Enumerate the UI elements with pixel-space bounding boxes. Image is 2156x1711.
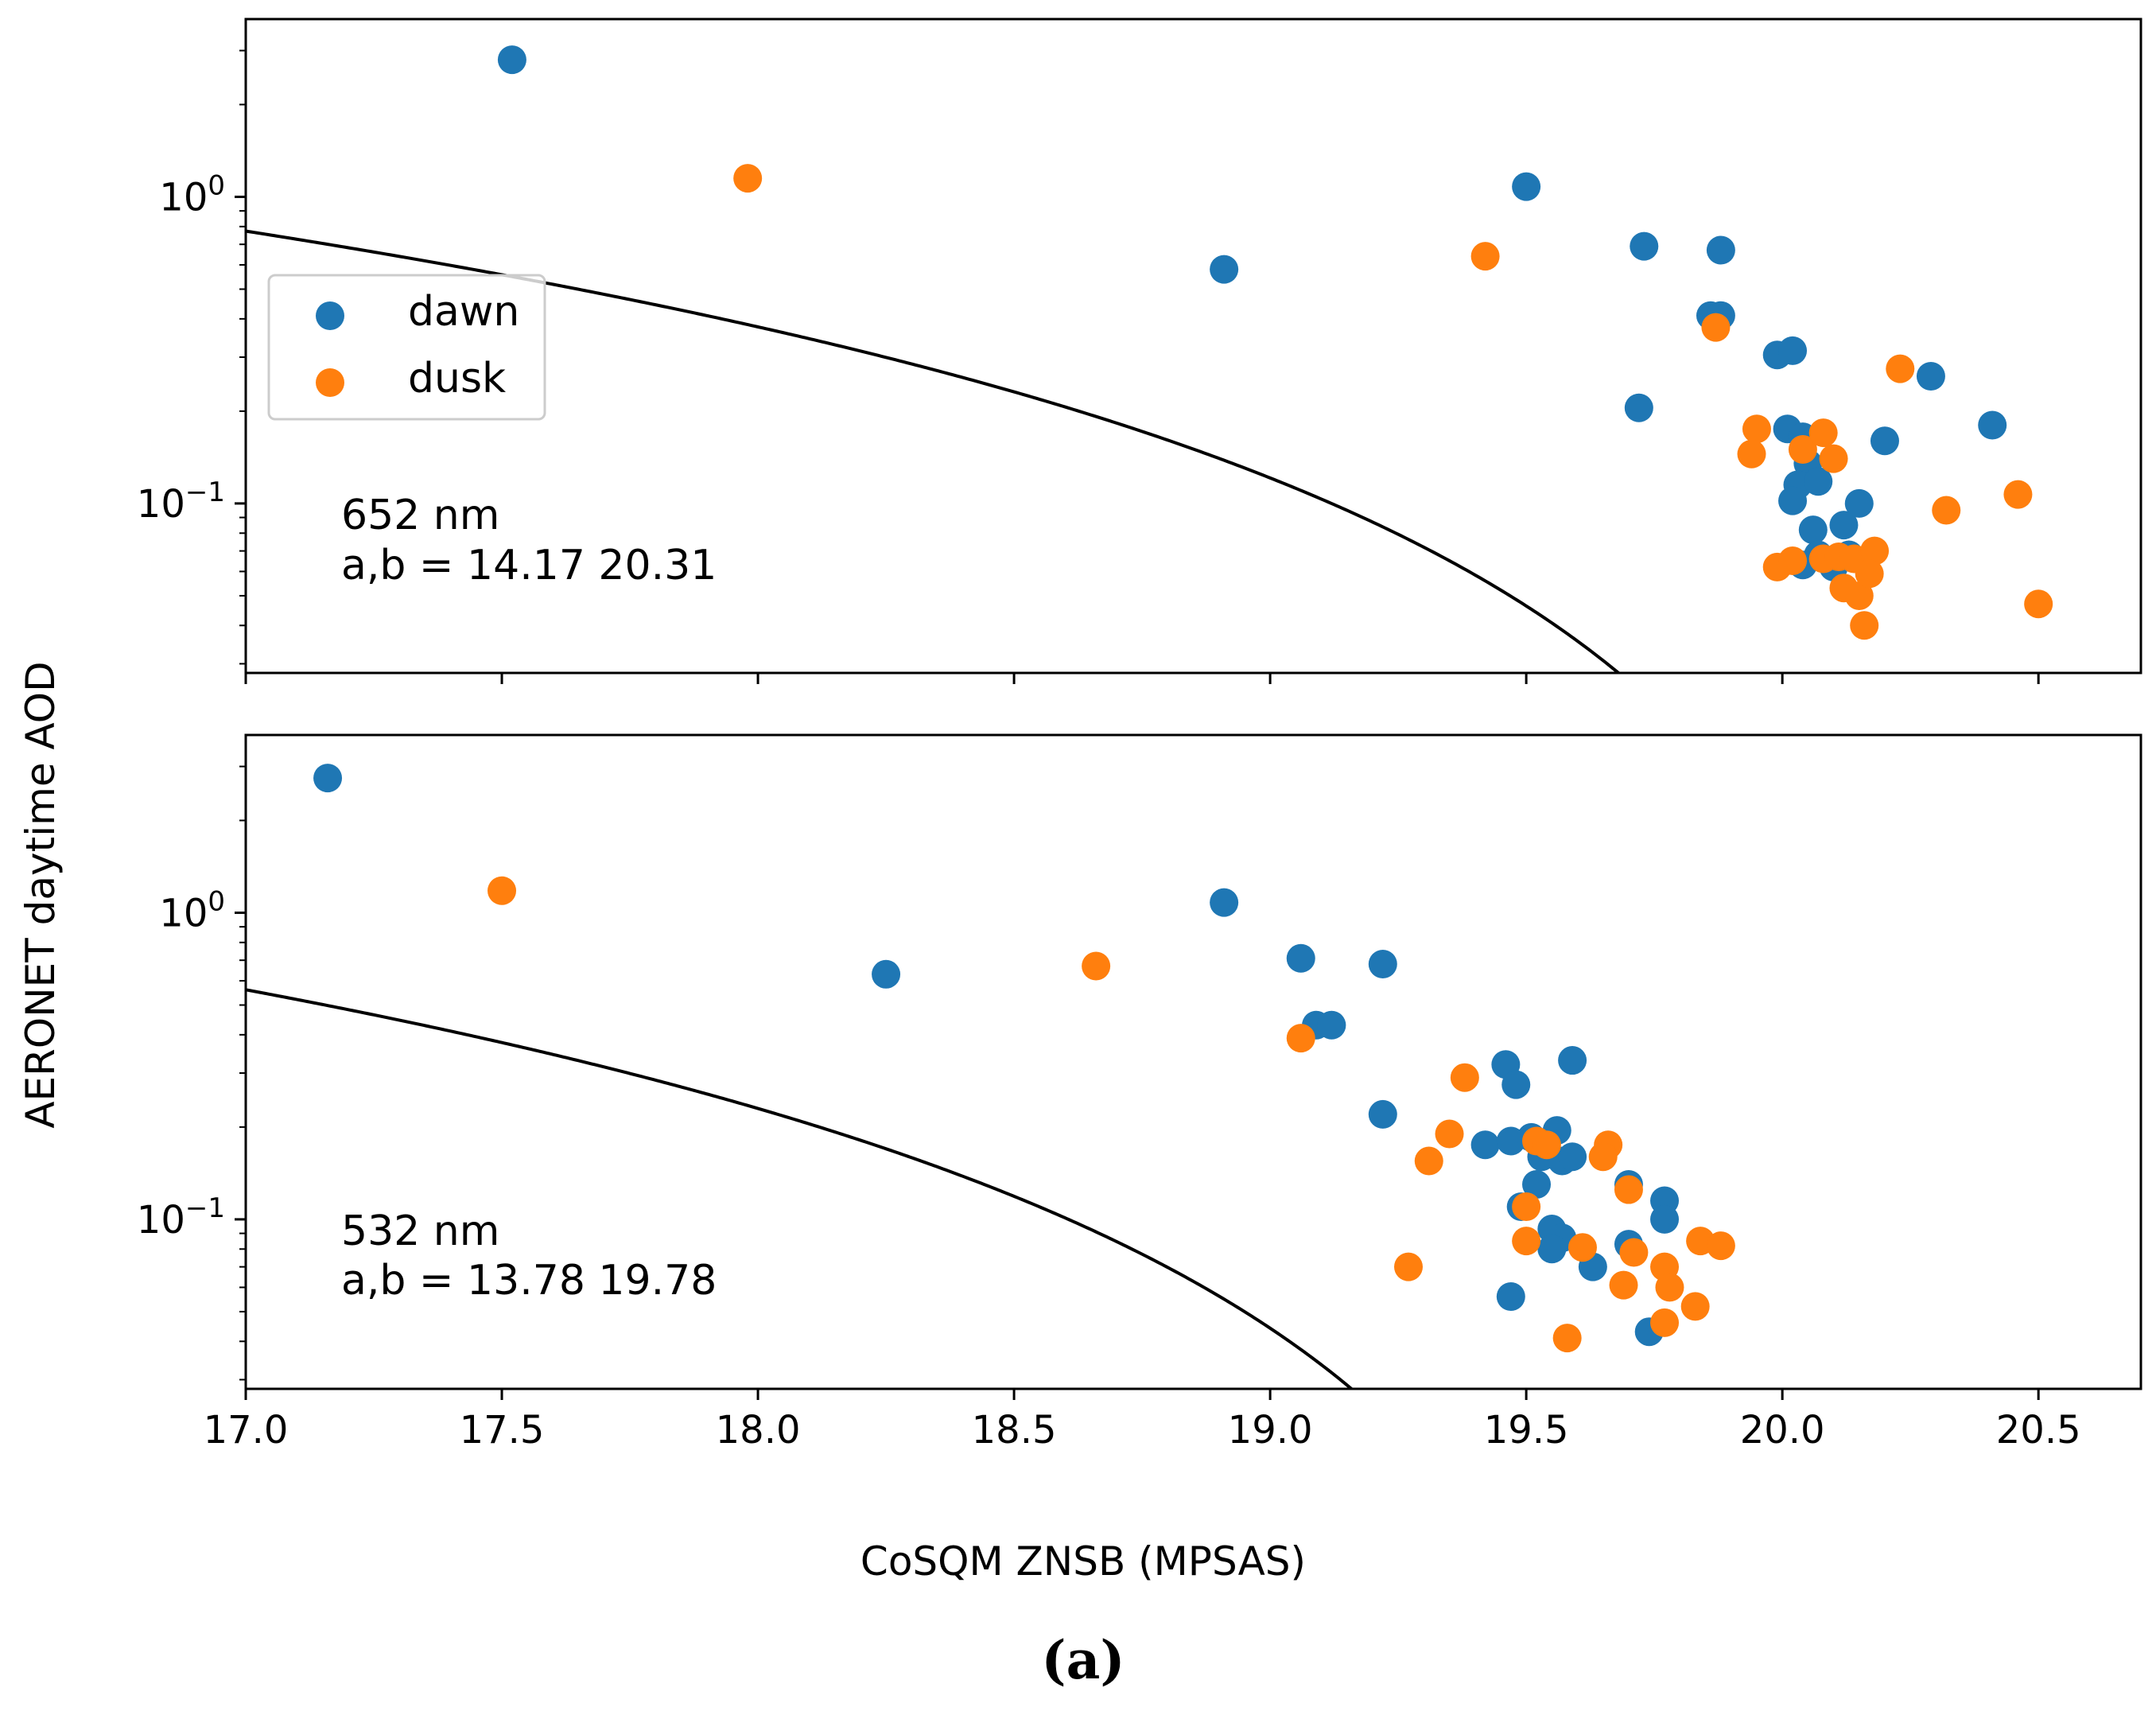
fit-params-label: a,b = 13.78 19.78 bbox=[341, 1257, 717, 1305]
legend-label-dusk: dusk bbox=[408, 355, 506, 402]
y-tick-label: 10−1 bbox=[137, 476, 225, 527]
dawn-point bbox=[497, 45, 526, 75]
dusk-point bbox=[1655, 1273, 1684, 1302]
y-tick-label: 10−1 bbox=[137, 1192, 225, 1242]
panel-652nm: 100 10−1 652 nm a,b = 14.17 20.31 dawn du… bbox=[137, 17, 2142, 684]
dusk-point bbox=[1588, 1142, 1618, 1172]
dawn-point bbox=[1798, 515, 1828, 545]
dawn-point bbox=[1829, 511, 1859, 540]
x-tick-label: 18.5 bbox=[972, 1408, 1057, 1452]
wavelength-label: 532 nm bbox=[341, 1207, 499, 1255]
dawn-point bbox=[1470, 1130, 1500, 1160]
dusk-point bbox=[1512, 1227, 1541, 1256]
dawn-point bbox=[1496, 1281, 1525, 1311]
dusk-point bbox=[1614, 1175, 1643, 1204]
x-tick-label: 20.5 bbox=[1996, 1408, 2081, 1452]
dawn-point bbox=[1630, 231, 1659, 261]
dawn-point bbox=[872, 959, 901, 989]
dawn-point bbox=[1286, 943, 1315, 973]
dusk-point bbox=[1788, 435, 1817, 465]
dusk-point bbox=[1567, 1233, 1597, 1262]
x-tick-label: 19.0 bbox=[1228, 1408, 1313, 1452]
dusk-point bbox=[1450, 1063, 1479, 1092]
x-tick-label: 17.5 bbox=[460, 1408, 545, 1452]
dusk-point bbox=[488, 876, 517, 905]
dusk-point bbox=[1844, 581, 1874, 610]
dawn-point bbox=[1804, 467, 1833, 496]
wavelength-label: 652 nm bbox=[341, 492, 499, 539]
dawn-point bbox=[1522, 1169, 1552, 1199]
dusk-point bbox=[2024, 589, 2053, 619]
dusk-point bbox=[1819, 444, 1848, 473]
dusk-point bbox=[1650, 1308, 1680, 1337]
dusk-point bbox=[733, 164, 763, 193]
legend: dawn dusk bbox=[267, 274, 546, 421]
dusk-point bbox=[1394, 1252, 1423, 1281]
x-tick-label: 17.0 bbox=[204, 1408, 289, 1452]
dusk-point bbox=[1706, 1231, 1735, 1261]
dawn-point bbox=[1210, 255, 1239, 284]
x-axis-label: CoSQM ZNSB (MPSAS) bbox=[860, 1538, 1306, 1585]
dawn-point bbox=[1706, 235, 1735, 265]
legend-marker-dusk bbox=[316, 368, 344, 397]
dawn-point bbox=[1624, 393, 1653, 422]
fit-params-label: a,b = 14.17 20.31 bbox=[341, 542, 717, 589]
dawn-point bbox=[1558, 1046, 1587, 1075]
y-axis-label: AERONET daytime AOD bbox=[17, 661, 64, 1128]
dusk-point bbox=[1552, 1324, 1582, 1353]
dawn-point bbox=[1368, 1099, 1397, 1129]
dusk-point bbox=[1860, 536, 1890, 566]
dusk-point bbox=[1855, 559, 1884, 589]
dawn-point bbox=[1558, 1142, 1587, 1172]
dawn-point bbox=[313, 764, 343, 793]
dawn-point bbox=[1978, 410, 2007, 440]
dawn-point bbox=[1844, 488, 1874, 518]
figure-caption: (a) bbox=[1041, 1629, 1125, 1691]
y-tick-label: 100 bbox=[159, 885, 225, 935]
dusk-point bbox=[1680, 1292, 1710, 1321]
dawn-point bbox=[1916, 361, 1945, 391]
fit-curve bbox=[246, 988, 1354, 1389]
dawn-point bbox=[1870, 426, 1899, 456]
dusk-point bbox=[1082, 951, 1111, 981]
dusk-point bbox=[1619, 1238, 1649, 1267]
dawn-point bbox=[1537, 1235, 1567, 1264]
legend-label-dawn: dawn bbox=[408, 288, 519, 336]
dawn-point bbox=[1317, 1010, 1346, 1040]
dawn-point bbox=[1512, 172, 1541, 201]
dawn-point bbox=[1501, 1070, 1531, 1099]
dusk-point bbox=[1286, 1024, 1315, 1053]
x-tick-label: 19.5 bbox=[1484, 1408, 1569, 1452]
dusk-point bbox=[1808, 418, 1838, 448]
dusk-point bbox=[1850, 611, 1879, 640]
plot-frame bbox=[244, 17, 2142, 675]
dusk-point bbox=[1414, 1146, 1443, 1176]
dawn-point bbox=[1650, 1204, 1680, 1234]
dusk-point bbox=[1778, 546, 1808, 576]
dusk-point bbox=[1532, 1130, 1561, 1160]
dawn-point bbox=[1210, 888, 1239, 917]
dusk-point bbox=[1435, 1119, 1464, 1149]
dawn-point bbox=[1368, 950, 1397, 979]
y-tick-label: 100 bbox=[159, 169, 225, 220]
dusk-point bbox=[1932, 496, 1961, 525]
dusk-point bbox=[1512, 1192, 1541, 1221]
dusk-point bbox=[1742, 414, 1771, 444]
dusk-point bbox=[1701, 313, 1731, 342]
x-tick-label: 20.0 bbox=[1740, 1408, 1825, 1452]
dawn-point bbox=[1778, 336, 1808, 365]
dawn-point bbox=[1778, 486, 1808, 515]
dusk-point bbox=[1737, 439, 1766, 469]
dusk-point bbox=[1886, 354, 1915, 383]
legend-marker-dawn bbox=[316, 301, 344, 330]
dusk-point bbox=[1609, 1270, 1638, 1300]
dusk-point bbox=[1470, 242, 1500, 271]
plot-frame bbox=[244, 733, 2142, 1390]
x-tick-label: 18.0 bbox=[716, 1408, 801, 1452]
dusk-point bbox=[2003, 480, 2033, 509]
